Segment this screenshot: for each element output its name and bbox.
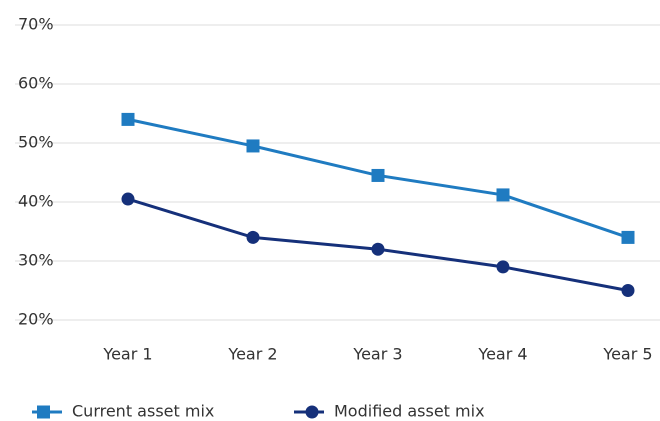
y-tick-label: 70%	[18, 15, 54, 34]
legend-label: Modified asset mix	[334, 402, 485, 421]
y-tick-label: 40%	[18, 192, 54, 211]
y-tick-label: 60%	[18, 74, 54, 93]
data-point	[371, 168, 385, 182]
legend-swatch	[37, 405, 50, 419]
data-point	[496, 260, 510, 274]
data-point	[121, 112, 135, 126]
x-tick-label: Year 2	[227, 345, 277, 364]
legend-label: Current asset mix	[72, 402, 214, 421]
x-tick-label: Year 3	[352, 345, 402, 364]
y-tick-label: 30%	[18, 251, 54, 270]
data-point	[371, 242, 385, 256]
data-point	[496, 188, 510, 202]
data-point	[121, 192, 135, 206]
data-point	[621, 230, 635, 244]
x-tick-label: Year 5	[602, 345, 652, 364]
data-point	[246, 230, 260, 244]
x-tick-label: Year 1	[102, 345, 152, 364]
legend-swatch	[305, 405, 319, 419]
y-tick-label: 20%	[18, 310, 54, 329]
data-point	[246, 139, 260, 153]
x-tick-label: Year 4	[477, 345, 527, 364]
data-point	[621, 284, 635, 297]
y-tick-label: 50%	[18, 133, 54, 152]
